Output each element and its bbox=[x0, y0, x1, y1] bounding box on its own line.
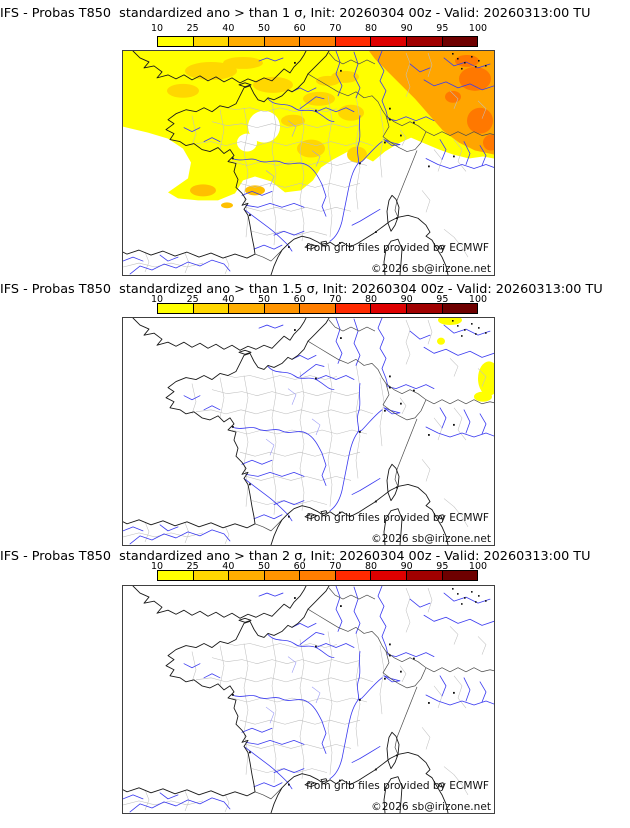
colorbar-segment bbox=[263, 304, 300, 313]
colorbar-segment bbox=[299, 37, 335, 46]
colorbar-2 bbox=[157, 303, 478, 314]
colorbar-tick-label: 70 bbox=[329, 23, 342, 34]
colorbar-segment bbox=[299, 304, 335, 313]
colorbar-segment bbox=[192, 571, 229, 580]
panel-3-title: IFS - Probas T850 standardized ano > tha… bbox=[0, 549, 591, 564]
colorbar-tick-label: 80 bbox=[364, 23, 378, 34]
colorbar-tick-label: 40 bbox=[222, 23, 235, 34]
colorbar-tick-label: 25 bbox=[186, 561, 199, 572]
colorbar-tick-label: 50 bbox=[257, 294, 271, 305]
map-2-sigma-svg: from grib files provided by ECMWF ©2026 … bbox=[123, 586, 494, 813]
colorbar-segment bbox=[370, 37, 406, 46]
colorbar-tick-label: 25 bbox=[186, 23, 199, 34]
colorbar-segment bbox=[299, 571, 335, 580]
colorbar-segment bbox=[405, 37, 442, 46]
colorbar-1-ticks: 10 25 40 50 60 70 80 90 95 100 bbox=[151, 23, 487, 34]
colorbar-tick-label: 25 bbox=[186, 294, 199, 305]
colorbar-tick-label: 60 bbox=[293, 23, 306, 34]
colorbar-tick-label: 10 bbox=[150, 561, 164, 572]
panel-2-title: IFS - Probas T850 standardized ano > tha… bbox=[0, 282, 603, 297]
colorbar-tick-label: 10 bbox=[150, 23, 164, 34]
colorbar-segment bbox=[192, 37, 229, 46]
colorbar-segment bbox=[192, 304, 229, 313]
colorbar-2-ticks: 10 25 40 50 60 70 80 90 95 100 bbox=[151, 294, 487, 305]
colorbar-tick-label: 95 bbox=[436, 561, 449, 572]
grib-source-credit: from grib files provided by ECMWF bbox=[306, 779, 489, 792]
colorbar-segment bbox=[441, 304, 478, 313]
map-1-sigma-svg: from grib files provided by ECMWF ©2026 … bbox=[123, 51, 494, 275]
colorbar-segment bbox=[334, 37, 371, 46]
colorbar-segment bbox=[441, 571, 478, 580]
colorbar-tick-label: 80 bbox=[364, 561, 378, 572]
colorbar-tick-label: 100 bbox=[468, 294, 488, 305]
colorbar-segment bbox=[405, 571, 442, 580]
colorbar-tick-label: 95 bbox=[436, 23, 449, 34]
copyright-notice: ©2026 sb@irizone.net bbox=[371, 800, 491, 813]
colorbar-segment bbox=[370, 571, 406, 580]
colorbar-tick-label: 70 bbox=[329, 294, 342, 305]
colorbar-segment bbox=[158, 571, 193, 580]
colorbar-tick-label: 95 bbox=[436, 294, 449, 305]
map-panel-1-sigma: from grib files provided by ECMWF ©2026 … bbox=[122, 50, 495, 276]
colorbar-tick-label: 40 bbox=[222, 294, 235, 305]
colorbar-segment bbox=[334, 571, 371, 580]
map-panel-2-sigma: from grib files provided by ECMWF ©2026 … bbox=[122, 585, 495, 814]
panel-1-title: IFS - Probas T850 standardized ano > tha… bbox=[0, 6, 591, 21]
colorbar-segment bbox=[263, 571, 300, 580]
colorbar-3 bbox=[157, 570, 478, 581]
colorbar-segment bbox=[334, 304, 371, 313]
colorbar-tick-label: 90 bbox=[400, 294, 413, 305]
colorbar-segment bbox=[158, 37, 193, 46]
grib-source-credit: from grib files provided by ECMWF bbox=[306, 511, 489, 524]
colorbar-tick-label: 50 bbox=[257, 561, 271, 572]
colorbar-segment bbox=[405, 304, 442, 313]
colorbar-tick-label: 100 bbox=[468, 561, 488, 572]
copyright-notice: ©2026 sb@irizone.net bbox=[371, 532, 491, 545]
colorbar-segment bbox=[228, 571, 264, 580]
colorbar-3-ticks: 10 25 40 50 60 70 80 90 95 100 bbox=[151, 561, 487, 572]
colorbar-tick-label: 50 bbox=[257, 23, 271, 34]
colorbar-tick-label: 80 bbox=[364, 294, 378, 305]
colorbar-tick-label: 60 bbox=[293, 294, 306, 305]
colorbar-segment bbox=[263, 37, 300, 46]
colorbar-tick-label: 90 bbox=[400, 23, 413, 34]
colorbar-tick-label: 70 bbox=[329, 561, 342, 572]
colorbar-segment bbox=[370, 304, 406, 313]
grib-source-credit: from grib files provided by ECMWF bbox=[306, 242, 489, 254]
colorbar-segment bbox=[228, 37, 264, 46]
map-1-5-sigma-svg: from grib files provided by ECMWF ©2026 … bbox=[123, 318, 494, 545]
copyright-notice: ©2026 sb@irizone.net bbox=[371, 263, 491, 275]
colorbar-tick-label: 100 bbox=[468, 23, 488, 34]
colorbar-tick-label: 10 bbox=[150, 294, 164, 305]
probability-shading-layer-2 bbox=[437, 318, 494, 402]
colorbar-1 bbox=[157, 36, 478, 47]
map-panel-1-5-sigma: from grib files provided by ECMWF ©2026 … bbox=[122, 317, 495, 546]
colorbar-tick-label: 60 bbox=[293, 561, 306, 572]
colorbar-segment bbox=[158, 304, 193, 313]
colorbar-segment bbox=[228, 304, 264, 313]
colorbar-tick-label: 90 bbox=[400, 561, 413, 572]
colorbar-tick-label: 40 bbox=[222, 561, 235, 572]
colorbar-segment bbox=[441, 37, 478, 46]
